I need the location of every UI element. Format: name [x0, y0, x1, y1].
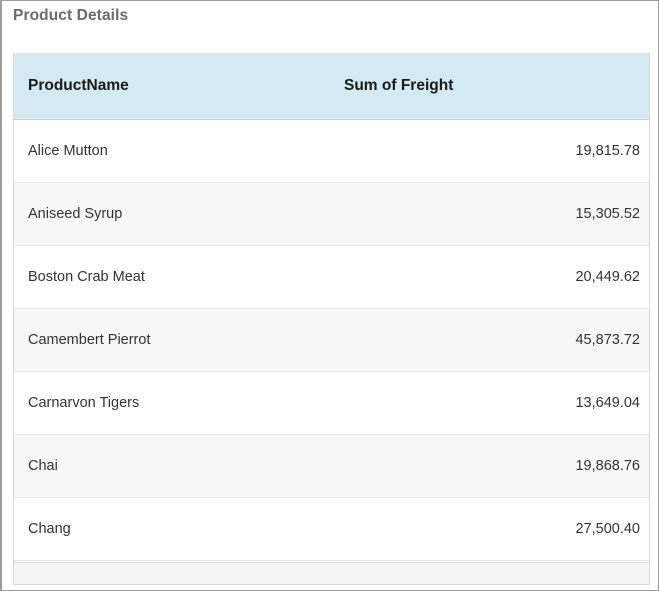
table-row[interactable]: Chai 19,868.76: [14, 434, 649, 498]
page-title: Product Details: [13, 7, 129, 24]
table-header: ProductName Sum of Freight: [14, 53, 649, 120]
cell-sum-of-freight: 45,873.72: [344, 308, 649, 372]
data-table: ProductName Sum of Freight Alice Mutton …: [14, 53, 649, 561]
table-header-row: ProductName Sum of Freight: [14, 53, 649, 120]
table-body: Alice Mutton 19,815.78 Aniseed Syrup 15,…: [14, 119, 649, 561]
cell-sum-of-freight: 19,815.78: [344, 119, 649, 183]
cell-product-name: Chang: [14, 497, 344, 561]
cell-product-name: Carnarvon Tigers: [14, 371, 344, 435]
cell-sum-of-freight: 19,868.76: [344, 434, 649, 498]
cell-sum-of-freight: 15,305.52: [344, 182, 649, 246]
cell-product-name: Aniseed Syrup: [14, 182, 344, 246]
cell-product-name: Camembert Pierrot: [14, 308, 344, 372]
table-row[interactable]: Aniseed Syrup 15,305.52: [14, 182, 649, 246]
table-row[interactable]: Chang 27,500.40: [14, 497, 649, 561]
cell-sum-of-freight: 20,449.62: [344, 245, 649, 309]
cell-sum-of-freight: 13,649.04: [344, 371, 649, 435]
table-row[interactable]: Alice Mutton 19,815.78: [14, 119, 649, 183]
cell-sum-of-freight: 27,500.40: [344, 497, 649, 561]
cell-product-name: Chai: [14, 434, 344, 498]
column-header-productname[interactable]: ProductName: [14, 53, 344, 120]
table-row[interactable]: Boston Crab Meat 20,449.62: [14, 245, 649, 309]
cell-product-name: Alice Mutton: [14, 119, 344, 183]
grid-footer: [14, 562, 649, 584]
cell-product-name: Boston Crab Meat: [14, 245, 344, 309]
table-row[interactable]: Camembert Pierrot 45,873.72: [14, 308, 649, 372]
table-row[interactable]: Carnarvon Tigers 13,649.04: [14, 371, 649, 435]
column-header-sum-of-freight[interactable]: Sum of Freight: [344, 53, 649, 120]
product-details-grid: ProductName Sum of Freight Alice Mutton …: [13, 53, 650, 585]
